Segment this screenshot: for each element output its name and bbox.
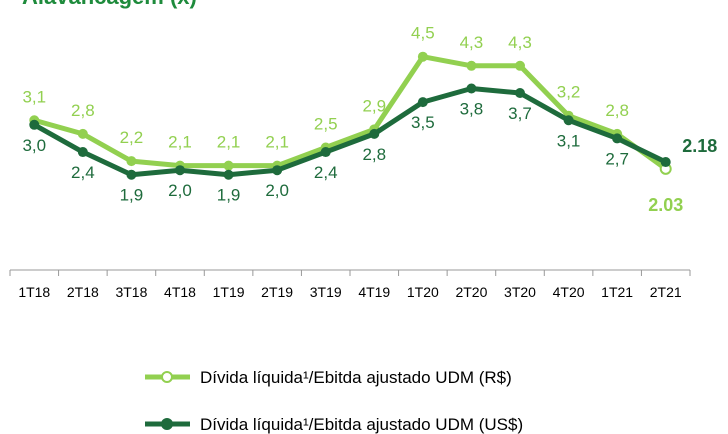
x-tick-label: 2T21 [650,284,682,300]
point [320,147,331,158]
data-label: 3,1 [557,131,581,150]
point [77,128,88,139]
point [175,165,185,176]
data-label: 3,5 [411,113,435,132]
data-label: 1,9 [217,186,241,205]
data-label: 3,1 [22,87,46,106]
data-label: 1,9 [120,186,144,205]
x-tick-label: 4T19 [358,284,390,300]
point [417,97,428,108]
point [466,83,477,94]
point [417,51,428,62]
x-tick-label: 2T18 [67,284,99,300]
data-label: 2,0 [168,181,192,200]
data-label: 2,5 [314,115,338,134]
chart-title: Alavancagem (x) [22,0,197,9]
x-tick-label: 1T20 [407,284,439,300]
data-label: 2,8 [71,101,95,120]
x-tick-label: 3T19 [310,284,342,300]
data-label: 2,4 [314,163,338,182]
x-tick-label: 1T18 [18,284,50,300]
data-label: 2,2 [120,128,144,147]
x-tick-label: 1T19 [213,284,245,300]
point [563,115,574,126]
data-label: 4,3 [460,33,484,52]
point [223,160,234,171]
data-label: 2,8 [605,101,629,120]
x-tick-label: 3T20 [504,284,536,300]
point [29,119,40,130]
series-line [33,85,667,178]
data-label: 3,8 [460,99,484,118]
data-label: 2.18 [682,136,717,156]
point [272,165,283,176]
data-label: 2,9 [362,96,386,115]
legend-marker [161,371,173,383]
point [466,60,477,71]
series-line [33,54,668,171]
point [223,169,234,180]
point [515,60,525,71]
point [515,88,525,99]
data-label: 2,1 [168,133,192,152]
x-tick-label: 1T21 [601,284,633,300]
legend-label: Dívida líquida¹/Ebitda ajustado UDM (R$) [200,368,512,387]
data-label: 3,7 [508,104,532,123]
point [612,133,623,144]
point [77,147,88,158]
legend-label: Dívida líquida¹/Ebitda ajustado UDM (US$… [200,415,523,434]
data-label: 4,5 [411,24,435,43]
data-label: 3,0 [22,136,46,155]
point [369,128,380,139]
data-label: 2,0 [265,181,289,200]
x-tick-label: 4T20 [553,284,585,300]
x-tick-label: 3T18 [115,284,147,300]
x-tick-label: 2T20 [455,284,487,300]
legend-marker [161,418,173,430]
point [126,156,137,167]
x-tick-label: 2T19 [261,284,293,300]
data-label: 2,7 [605,149,629,168]
data-label: 2,1 [217,133,241,152]
data-label: 2.03 [648,195,683,215]
x-tick-label: 4T18 [164,284,196,300]
data-label: 2,8 [362,145,386,164]
data-label: 2,1 [265,133,289,152]
point [660,157,671,168]
point [126,169,137,180]
data-label: 4,3 [508,33,532,52]
data-label: 3,2 [557,83,581,102]
data-label: 2,4 [71,163,95,182]
